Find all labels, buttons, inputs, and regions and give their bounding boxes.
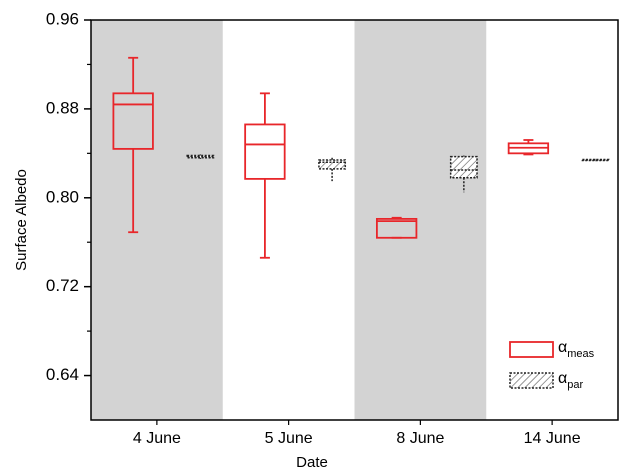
legend-subscript: par [567, 379, 583, 391]
x-axis-label: Date [296, 454, 328, 471]
x-tick-label: 14 June [524, 430, 581, 447]
box [112, 92, 154, 150]
y-tick-label: 0.64 [46, 365, 79, 384]
shade-band [354, 20, 487, 420]
plot-frame [90, 19, 619, 421]
legend-swatch [509, 341, 554, 358]
x-tick-label: 5 June [265, 430, 313, 447]
legend-label: αpar [558, 370, 583, 391]
y-tick-label: 0.72 [46, 276, 79, 295]
y-tick-label: 0.96 [46, 9, 79, 28]
legend-symbol: α [558, 339, 567, 356]
box [244, 123, 286, 180]
box [449, 155, 478, 179]
x-tick-label: 8 June [396, 430, 444, 447]
shade-band [91, 20, 223, 420]
box [318, 159, 347, 170]
legend-label: αmeas [558, 339, 595, 360]
legend-symbol: α [558, 370, 567, 387]
x-tick-label: 4 June [133, 430, 181, 447]
y-tick-label: 0.80 [46, 187, 79, 206]
y-axis-label: Surface Albedo [13, 169, 30, 271]
box [375, 217, 418, 239]
legend-subscript: meas [567, 348, 594, 360]
legend-swatch [509, 372, 554, 389]
y-tick-label: 0.88 [46, 98, 79, 117]
